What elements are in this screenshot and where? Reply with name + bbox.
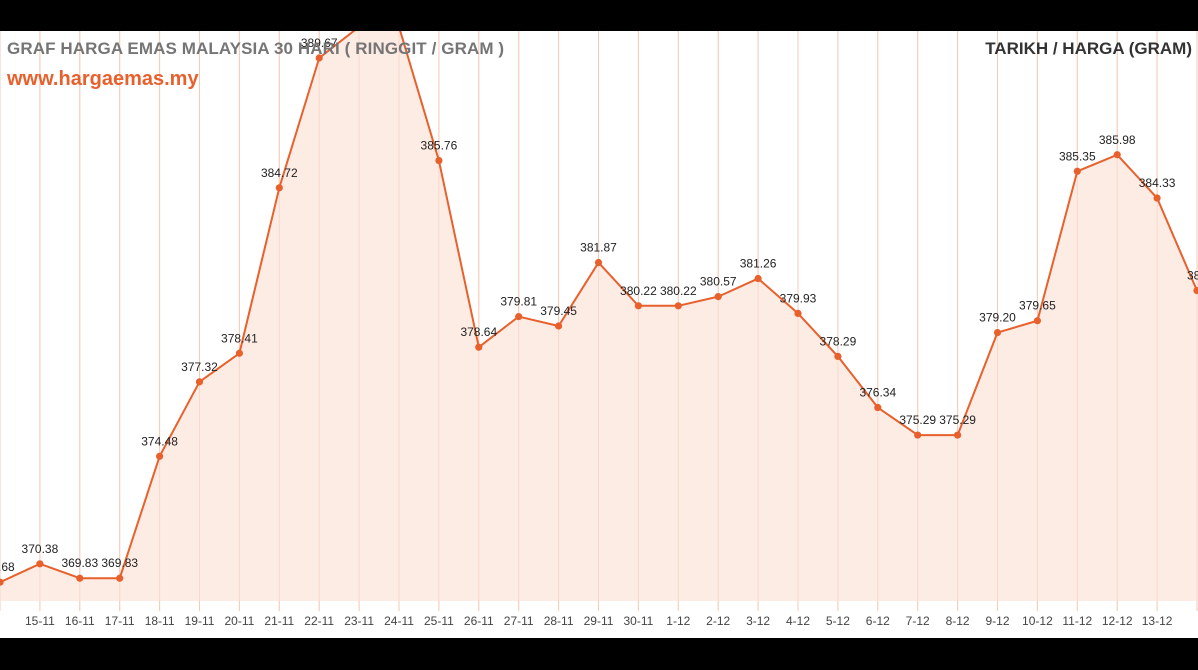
x-tick-label: 29-11	[584, 614, 614, 628]
data-point	[116, 574, 124, 582]
data-point	[435, 156, 443, 165]
x-tick-label: 18-11	[145, 614, 175, 628]
data-label: 379.45	[540, 304, 577, 318]
legend-label: TARIKH / HARGA (GRAM)	[985, 39, 1192, 58]
data-point	[634, 302, 643, 310]
data-point	[1073, 167, 1081, 175]
x-tick-label: 12-12	[1102, 614, 1133, 628]
x-tick-label: 26-11	[464, 614, 494, 628]
data-label: 380.57	[700, 275, 737, 289]
data-point	[515, 312, 523, 321]
x-tick-label: 17-11	[105, 614, 135, 628]
data-label: 378.29	[820, 334, 857, 348]
data-label: 378.41	[221, 331, 258, 345]
x-tick-label: 4-12	[786, 614, 810, 628]
x-tick-label: 5-12	[826, 614, 850, 628]
x-tick-label: 9-12	[985, 614, 1009, 628]
x-tick-label: 21-11	[264, 614, 294, 628]
x-tick-label: 23-11	[344, 614, 374, 628]
data-label: 374.48	[141, 434, 178, 448]
data-label: 379.20	[979, 311, 1016, 325]
x-tick-label: 1-12	[666, 614, 690, 628]
data-label: 381.26	[740, 257, 777, 271]
x-tick-label: 13-12	[1142, 614, 1173, 628]
x-tick-label: 11-12	[1062, 614, 1092, 628]
x-tick-label: 24-11	[384, 614, 414, 628]
data-label: 379.81	[500, 295, 537, 309]
data-label: 379.93	[780, 291, 817, 305]
data-label: 377.32	[181, 360, 218, 374]
data-point	[235, 349, 243, 357]
data-point	[874, 403, 882, 412]
data-point	[714, 293, 722, 301]
data-point	[594, 258, 603, 267]
data-label: 385.76	[421, 139, 458, 153]
data-point	[954, 431, 962, 439]
x-tick-label: 25-11	[424, 614, 454, 628]
data-label: 385.35	[1059, 149, 1096, 163]
x-tick-label: 19-11	[185, 614, 215, 628]
data-label: 370.38	[22, 542, 59, 556]
x-tick-label: 7-12	[906, 614, 930, 628]
data-label: 369.83	[101, 556, 138, 570]
data-point	[36, 560, 44, 568]
chart-title: GRAF HARGA EMAS MALAYSIA 30 HARI ( RINGG…	[7, 39, 505, 58]
x-tick-label: 2-12	[706, 614, 730, 628]
data-point	[794, 309, 802, 318]
data-label: 385.98	[1099, 133, 1136, 147]
bottom-letterbox	[0, 638, 1198, 670]
x-tick-label: 30-11	[623, 614, 653, 628]
chart-frame: .68370.38369.83369.83374.48377.32378.413…	[0, 31, 1198, 638]
x-tick-label: 20-11	[224, 614, 254, 628]
data-label: 380.22	[660, 284, 697, 298]
data-point	[834, 352, 842, 361]
x-tick-label: 27-11	[504, 614, 534, 628]
data-point	[275, 184, 283, 192]
data-point	[315, 54, 323, 62]
data-label: 389.67	[301, 36, 338, 50]
x-tick-label: 10-12	[1022, 614, 1053, 628]
data-label: 369.83	[61, 556, 98, 570]
data-point	[475, 343, 483, 351]
data-point	[674, 302, 682, 310]
data-label: 375.29	[939, 413, 976, 427]
data-point	[0, 578, 4, 586]
data-point	[1113, 151, 1121, 159]
data-point	[914, 431, 922, 439]
data-point	[1193, 286, 1198, 295]
data-point	[754, 274, 762, 283]
data-point	[1153, 194, 1161, 202]
data-point	[156, 452, 164, 460]
data-label: 381.87	[580, 241, 617, 255]
data-point	[1033, 317, 1041, 325]
data-point	[76, 574, 84, 582]
x-tick-label: 3-12	[746, 614, 770, 628]
data-label: 376.34	[859, 386, 896, 400]
x-tick-label: 28-11	[544, 614, 574, 628]
x-tick-label: 15-11	[25, 614, 55, 628]
data-point	[993, 328, 1002, 337]
data-label: 380	[1187, 269, 1198, 283]
data-label: .68	[0, 560, 15, 574]
data-point	[195, 378, 204, 386]
x-tick-label: 16-11	[65, 614, 95, 628]
gold-price-chart: .68370.38369.83369.83374.48377.32378.413…	[0, 31, 1198, 628]
data-label: 378.64	[460, 325, 497, 339]
top-letterbox	[0, 0, 1198, 31]
x-tick-label: 6-12	[866, 614, 890, 628]
site-url[interactable]: www.hargaemas.my	[7, 68, 199, 90]
data-label: 375.29	[899, 413, 936, 427]
data-label: 379.65	[1019, 299, 1056, 313]
data-label: 380.22	[620, 284, 657, 298]
x-tick-label: 22-11	[304, 614, 334, 628]
x-tick-label: 8-12	[946, 614, 970, 628]
data-label: 384.33	[1139, 176, 1176, 190]
data-point	[555, 322, 563, 330]
data-label: 384.72	[261, 166, 298, 180]
